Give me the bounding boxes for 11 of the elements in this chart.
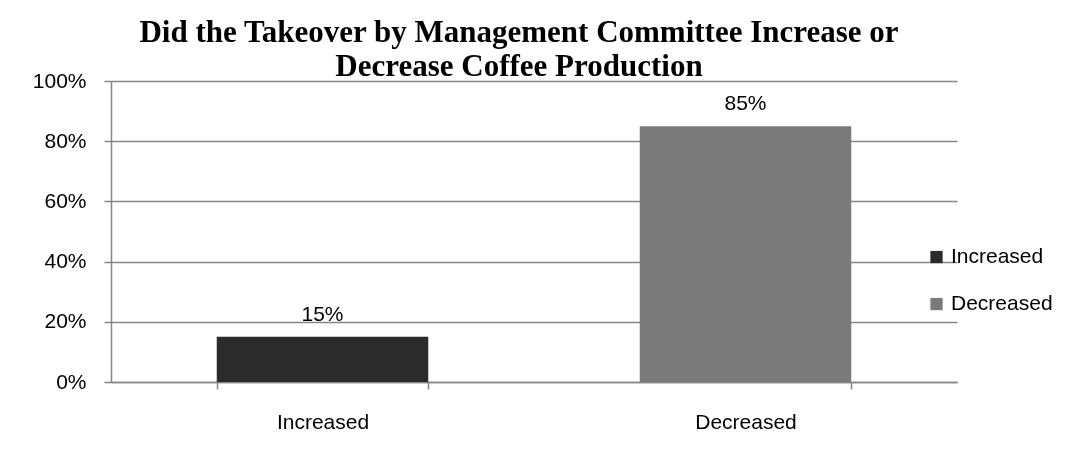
chart-title: Did the Takeover by Management Committee Increase or Decrease Coffee Production	[139, 14, 899, 83]
data-label: 85%	[724, 91, 767, 115]
y-tick-label: 60%	[44, 188, 87, 212]
y-tick-label: 0%	[56, 369, 87, 393]
y-tick-label: 40%	[44, 249, 87, 273]
y-tick-label: 20%	[44, 309, 87, 333]
y-tick-label: 80%	[44, 128, 87, 152]
legend-label: Decreased	[951, 291, 1053, 315]
legend-label: Increased	[951, 244, 1044, 268]
data-label: 15%	[301, 301, 344, 325]
y-tick-label: 100%	[32, 68, 87, 92]
